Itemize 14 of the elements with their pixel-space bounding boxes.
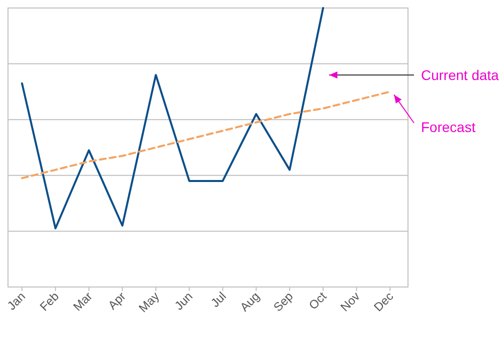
x-tick-label: Apr bbox=[105, 289, 128, 312]
x-tick-label: Oct bbox=[306, 288, 330, 312]
x-tick-label: Sep bbox=[270, 288, 296, 314]
x-tick-label: May bbox=[136, 289, 162, 316]
x-tick-label: Mar bbox=[70, 289, 96, 314]
text: Current data bbox=[421, 67, 500, 83]
x-tick-label: Jul bbox=[208, 289, 229, 310]
text: Forecast bbox=[421, 119, 476, 135]
x-tick-label: Dec bbox=[371, 289, 396, 314]
x-tick-label: Nov bbox=[338, 289, 363, 314]
x-tick-label: Jun bbox=[172, 289, 196, 313]
x-tick-label: Aug bbox=[237, 289, 262, 314]
x-tick-label: Feb bbox=[37, 289, 62, 314]
x-tick-label: Jan bbox=[4, 289, 28, 313]
